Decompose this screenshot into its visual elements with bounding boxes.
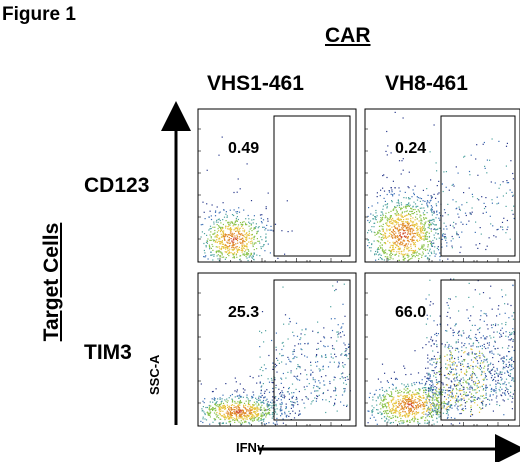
ifng-positive-gate xyxy=(273,279,351,421)
gate-percent-label: 0.49 xyxy=(228,140,259,157)
panel-cd123-vhs1-461: 0.49 xyxy=(197,108,357,263)
gate-percent-label: 0.24 xyxy=(395,140,426,157)
car-label: CAR xyxy=(325,24,371,47)
gate-percent-label: 25.3 xyxy=(228,304,259,321)
panel-frame xyxy=(197,108,357,263)
figure-label: Figure 1 xyxy=(2,4,76,25)
row-label-cd123: CD123 xyxy=(84,174,150,197)
row-label-tim3: TIM3 xyxy=(84,341,132,364)
x-axis-label: IFNγ xyxy=(236,440,265,455)
ifng-positive-gate xyxy=(440,279,516,421)
panel-cd123-vh8-461: 0.24 xyxy=(364,108,520,263)
panel-tim3-vh8-461: 66.0 xyxy=(364,272,520,427)
gate-percent-label: 66.0 xyxy=(395,304,426,321)
y-axis-label: SSC-A xyxy=(147,354,162,395)
panel-tim3-vhs1-461: 25.3 xyxy=(197,272,357,427)
event-dots xyxy=(367,278,516,425)
event-dots xyxy=(200,136,293,262)
column-label-vhs1: VHS1-461 xyxy=(207,72,304,95)
event-dots xyxy=(367,111,515,261)
ifng-positive-gate xyxy=(273,115,351,257)
column-label-vh8: VH8-461 xyxy=(385,72,468,95)
ifng-positive-gate xyxy=(440,115,516,257)
